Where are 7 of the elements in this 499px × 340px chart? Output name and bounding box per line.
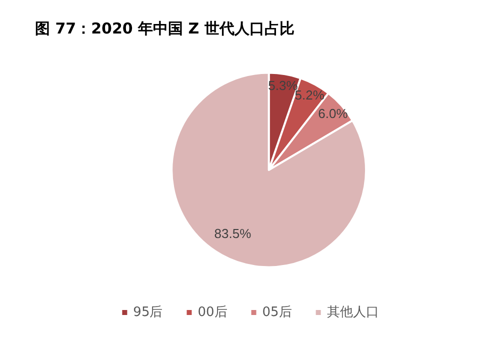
data-label: 83.5%: [214, 226, 252, 241]
legend-label: 95后: [133, 305, 163, 320]
data-label: 6.0%: [318, 106, 348, 121]
legend-label: 其他人口: [326, 305, 379, 320]
chart-title: 图 77：2020 年中国 Z 世代人口占比: [35, 20, 294, 38]
legend-label: 00后: [198, 305, 228, 320]
legend-label: 05后: [262, 305, 292, 320]
